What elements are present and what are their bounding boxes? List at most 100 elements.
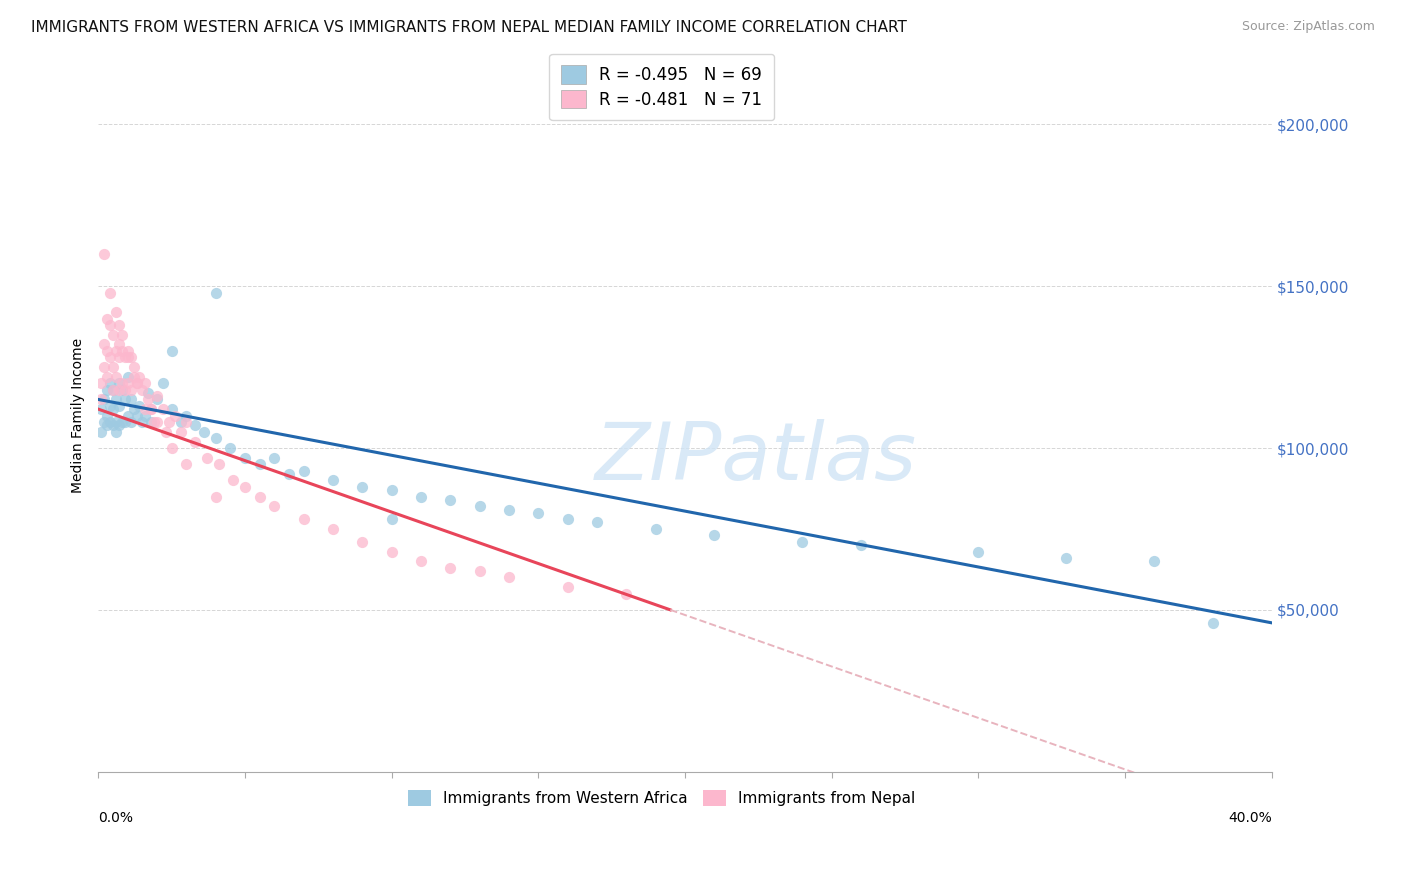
Point [184, 434, 207, 449]
Point [249, 490, 271, 504]
Point [131, 383, 153, 397]
Point [114, 351, 136, 365]
Point [125, 376, 148, 391]
Point [101, 360, 124, 375]
Point [134, 376, 156, 391]
Point [160, 343, 183, 358]
Point [1143, 554, 1166, 568]
Point [160, 402, 183, 417]
Point [93, 415, 115, 429]
Point [195, 450, 218, 465]
Point [90, 425, 112, 439]
Point [381, 544, 404, 558]
Point [141, 402, 163, 417]
Point [155, 425, 177, 439]
Point [146, 415, 169, 429]
Point [557, 580, 579, 594]
Y-axis label: Median Family Income: Median Family Income [72, 338, 86, 493]
Point [557, 512, 579, 526]
Point [108, 337, 131, 351]
Point [263, 500, 285, 514]
Point [849, 538, 872, 552]
Point [90, 376, 112, 391]
Point [352, 480, 374, 494]
Point [176, 409, 198, 423]
Point [108, 376, 131, 391]
Point [122, 369, 145, 384]
Point [96, 369, 118, 384]
Point [101, 418, 124, 433]
Point [96, 311, 118, 326]
Point [792, 534, 814, 549]
Point [204, 285, 226, 300]
Point [233, 450, 256, 465]
Point [117, 343, 139, 358]
Point [108, 418, 131, 433]
Text: 40.0%: 40.0% [1227, 811, 1271, 825]
Point [208, 457, 231, 471]
Point [93, 337, 115, 351]
Point [105, 415, 128, 429]
Point [1054, 551, 1077, 566]
Point [703, 528, 725, 542]
Point [111, 376, 134, 391]
Point [111, 343, 134, 358]
Point [586, 516, 609, 530]
Point [439, 492, 461, 507]
Point [152, 402, 174, 417]
Point [98, 318, 121, 332]
Point [169, 415, 191, 429]
Point [98, 415, 121, 429]
Point [143, 415, 166, 429]
Point [409, 554, 432, 568]
Point [98, 376, 121, 391]
Point [141, 415, 163, 429]
Point [614, 587, 637, 601]
Point [498, 502, 520, 516]
Point [134, 402, 156, 417]
Point [322, 522, 344, 536]
Legend: Immigrants from Western Africa, Immigrants from Nepal: Immigrants from Western Africa, Immigran… [401, 782, 922, 814]
Point [105, 343, 128, 358]
Point [101, 383, 124, 397]
Point [292, 464, 315, 478]
Point [160, 441, 183, 455]
Point [219, 441, 242, 455]
Point [141, 402, 163, 417]
Point [108, 399, 131, 413]
Point [233, 480, 256, 494]
Point [120, 392, 142, 407]
Point [527, 506, 550, 520]
Point [98, 351, 121, 365]
Point [136, 392, 159, 407]
Point [409, 490, 432, 504]
Point [184, 418, 207, 433]
Point [204, 490, 226, 504]
Point [111, 327, 134, 342]
Point [468, 564, 491, 578]
Point [117, 369, 139, 384]
Point [125, 409, 148, 423]
Point [122, 402, 145, 417]
Point [114, 392, 136, 407]
Point [101, 402, 124, 417]
Point [105, 425, 128, 439]
Point [90, 402, 112, 417]
Point [108, 351, 131, 365]
Text: IMMIGRANTS FROM WESTERN AFRICA VS IMMIGRANTS FROM NEPAL MEDIAN FAMILY INCOME COR: IMMIGRANTS FROM WESTERN AFRICA VS IMMIGR… [31, 20, 907, 35]
Point [1202, 615, 1225, 630]
Point [96, 418, 118, 433]
Point [278, 467, 301, 481]
Point [90, 392, 112, 407]
Point [101, 383, 124, 397]
Point [176, 415, 198, 429]
Point [176, 457, 198, 471]
Text: Source: ZipAtlas.com: Source: ZipAtlas.com [1241, 20, 1375, 33]
Point [128, 369, 150, 384]
Point [468, 500, 491, 514]
Point [120, 415, 142, 429]
Point [105, 392, 128, 407]
Text: ZIPatlas: ZIPatlas [595, 419, 917, 498]
Point [498, 570, 520, 584]
Point [439, 561, 461, 575]
